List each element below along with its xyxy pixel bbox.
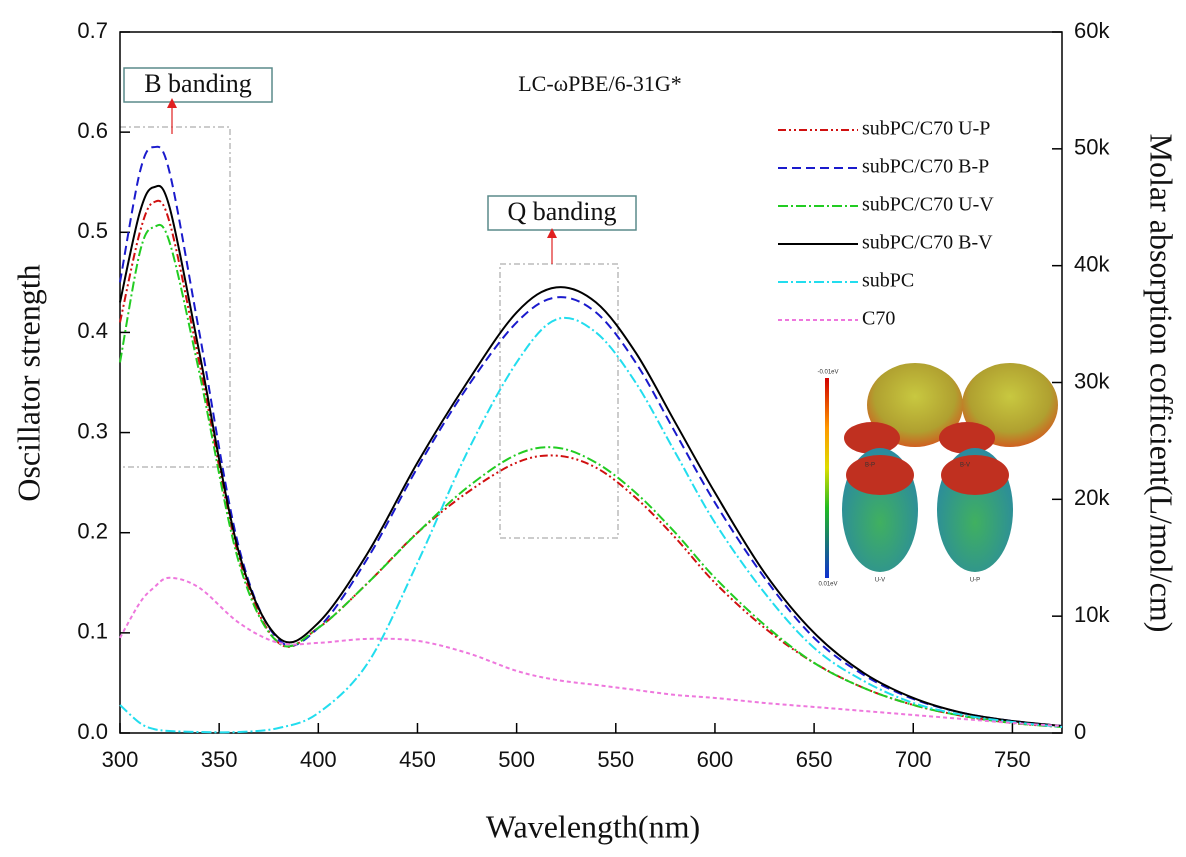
x-axis-title: Wavelength(nm) [486,808,700,844]
legend-label: subPC/C70 U-V [862,194,994,216]
molecule [867,363,963,447]
legend-label: subPC [862,270,914,292]
molecule [962,363,1058,447]
molecule [846,455,914,495]
arrow-head [547,228,557,238]
molecule [939,422,995,454]
series-line [119,184,1063,727]
x-tick-label: 700 [895,747,932,772]
y-tick-label: 0.7 [77,18,108,43]
y-tick-label: 0.6 [77,118,108,143]
inset-label: 0.01eV [818,582,837,588]
inset-label: U-V [875,578,885,584]
y2-tick-label: 30k [1074,368,1110,393]
y2-tick-label: 0 [1074,719,1086,744]
molecule [941,455,1009,495]
color-bar [825,378,829,578]
x-tick-label: 350 [201,747,238,772]
series-line [119,199,1063,728]
y-tick-label: 0.3 [77,418,108,443]
x-tick-label: 650 [796,747,833,772]
series-line [119,576,1063,727]
x-tick-label: 450 [399,747,436,772]
x-tick-label: 600 [697,747,734,772]
inset: -0.01eV 0.01eV B-P B-V U-V U-P [817,363,1058,588]
y2-tick-label: 40k [1074,251,1110,276]
q-band-label-box [487,195,637,231]
y2-tick-label: 20k [1074,485,1110,510]
molecule [844,422,900,454]
q-band-box [499,263,619,539]
y2-tick-label: 50k [1074,135,1110,160]
y2-tick-label: 10k [1074,602,1110,627]
x-tick-label: 400 [300,747,337,772]
y-tick-label: 0.2 [77,519,108,544]
x-tick-label: 300 [102,747,139,772]
y2-axis-title: Molar absorption cofficient(L/mol/cm) [1144,134,1180,633]
legend-label: subPC/C70 B-V [862,232,993,254]
inset-label: -0.01eV [817,370,838,376]
y-axis-title: Oscillator strength [10,264,46,501]
x-tick-label: 750 [994,747,1031,772]
y-tick-label: 0.5 [77,218,108,243]
inset-label: B-V [960,463,970,469]
series-line [119,316,1063,734]
b-band-label-box [123,67,273,103]
y-tick-label: 0.0 [77,719,108,744]
q-band-label: Q banding [507,197,616,226]
inset-label: U-P [970,578,980,584]
arrow-head [167,98,177,108]
method-label: LC-ωPBE/6-31G* [518,71,682,96]
b-band-label: B banding [144,69,252,98]
inset-label: B-P [865,463,875,469]
y-tick-label: 0.4 [77,318,108,343]
series-line [119,223,1063,728]
x-tick-label: 500 [498,747,535,772]
y-tick-label: 0.1 [77,619,108,644]
legend-label: C70 [862,308,895,330]
x-tick-label: 550 [597,747,634,772]
legend-label: subPC/C70 U-P [862,118,990,140]
legend-label: subPC/C70 B-P [862,156,989,178]
y2-tick-label: 60k [1074,18,1110,43]
series-line [119,145,1063,727]
